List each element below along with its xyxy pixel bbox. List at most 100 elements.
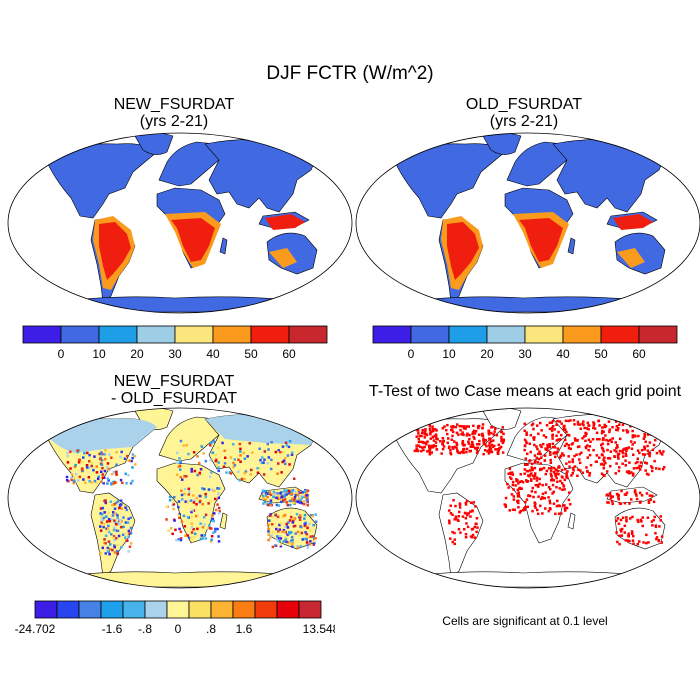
ttest-cell <box>632 542 635 545</box>
ttest-cell <box>478 439 481 443</box>
ttest-cell <box>564 509 567 512</box>
colorbar-new-swatch <box>60 325 100 344</box>
diff-cell <box>113 503 116 506</box>
diff-cell <box>221 441 224 445</box>
ttest-cell <box>621 423 625 427</box>
ttest-cell <box>606 470 609 473</box>
ttest-cell <box>660 430 664 434</box>
ttest-cell <box>627 535 630 538</box>
ttest-cell <box>576 420 580 424</box>
ttest-cell <box>415 444 418 447</box>
ttest-cell <box>543 459 546 462</box>
diff-cell <box>129 482 133 485</box>
ttest-cell <box>414 425 418 428</box>
ttest-cell <box>542 434 546 437</box>
diff-cell <box>272 495 275 499</box>
ttest-cell <box>424 432 428 436</box>
ttest-cell <box>525 469 529 473</box>
ttest-cell <box>554 455 557 459</box>
colorbar-diff-swatch <box>298 600 322 619</box>
ttest-cell <box>650 520 654 523</box>
colorbar-old-label: 40 <box>556 347 570 361</box>
diff-cell <box>107 540 111 543</box>
diff-cell <box>269 536 272 539</box>
ttest-cell <box>523 448 526 452</box>
ttest-cell <box>652 518 655 522</box>
diff-cell <box>275 503 279 507</box>
ttest-cell <box>646 449 650 452</box>
ttest-cell <box>542 442 545 446</box>
ttest-cell <box>458 506 462 509</box>
diff-cell <box>214 497 217 501</box>
panel-old-title: OLD_FSURDAT (yrs 2-21) <box>414 96 634 130</box>
ttest-cell <box>449 452 453 456</box>
ttest-cell <box>562 427 566 431</box>
ttest-cell <box>609 438 612 442</box>
ttest-cell <box>533 443 536 447</box>
ttest-cell <box>554 472 558 475</box>
ttest-cell <box>539 444 542 447</box>
diff-cell <box>298 534 301 537</box>
ttest-cell <box>618 542 621 546</box>
ttest-cell <box>592 421 595 424</box>
diff-cell <box>248 442 251 445</box>
ttest-cell <box>573 437 577 440</box>
ttest-cell <box>494 448 497 451</box>
ttest-cell <box>616 428 619 432</box>
ttest-cell <box>552 445 555 449</box>
diff-cell <box>275 527 278 531</box>
ttest-cell <box>528 469 532 472</box>
diff-cell <box>81 461 84 464</box>
ttest-cell <box>468 433 471 437</box>
diff-cell <box>120 450 123 454</box>
diff-cell <box>129 531 133 535</box>
ttest-cell <box>638 491 642 495</box>
ttest-cell <box>605 494 608 497</box>
ttest-cell <box>598 438 601 441</box>
diff-cell <box>119 478 123 482</box>
ttest-cell <box>653 515 656 519</box>
diff-cell <box>278 523 281 527</box>
ttest-cell <box>435 437 438 441</box>
diff-cell <box>99 507 103 510</box>
ttest-cell <box>621 462 624 465</box>
ttest-cell <box>655 451 659 455</box>
diff-cell <box>69 467 72 470</box>
diff-cell <box>288 519 292 522</box>
diff-cell <box>74 463 77 467</box>
diff-cell <box>306 543 309 547</box>
diff-cell <box>290 531 293 534</box>
ttest-cell <box>528 460 531 463</box>
ttest-cell <box>482 442 486 445</box>
ttest-cell <box>642 437 646 440</box>
ttest-cell <box>500 438 503 441</box>
colorbar-new-label: 30 <box>168 347 182 361</box>
ttest-cell <box>489 431 493 435</box>
colorbar-diff-label: -1.6 <box>102 622 123 636</box>
ttest-cell <box>654 431 657 434</box>
diff-cell <box>225 471 228 474</box>
ttest-cell <box>634 435 637 438</box>
ttest-cell <box>463 511 467 515</box>
diff-cell <box>217 492 220 496</box>
diff-cell <box>267 448 270 451</box>
ttest-cell <box>608 428 611 431</box>
ttest-cell <box>423 433 426 436</box>
ttest-cell <box>625 491 629 494</box>
ttest-cell <box>589 463 593 467</box>
colorbar-new-label: 10 <box>92 347 106 361</box>
ttest-cell <box>501 426 504 429</box>
ttest-cell <box>641 516 644 519</box>
diff-cell <box>167 529 170 532</box>
ttest-cell <box>528 475 531 478</box>
ttest-cell <box>594 460 598 463</box>
colorbar-old-label: 10 <box>442 347 456 361</box>
ttest-cell <box>655 467 658 470</box>
diff-cell <box>115 450 118 454</box>
ttest-cell <box>556 499 559 503</box>
ttest-cell <box>639 424 643 427</box>
diff-cell <box>291 545 294 548</box>
diff-cell <box>99 480 103 484</box>
ttest-cell <box>662 450 665 453</box>
ttest-cell <box>641 453 645 456</box>
